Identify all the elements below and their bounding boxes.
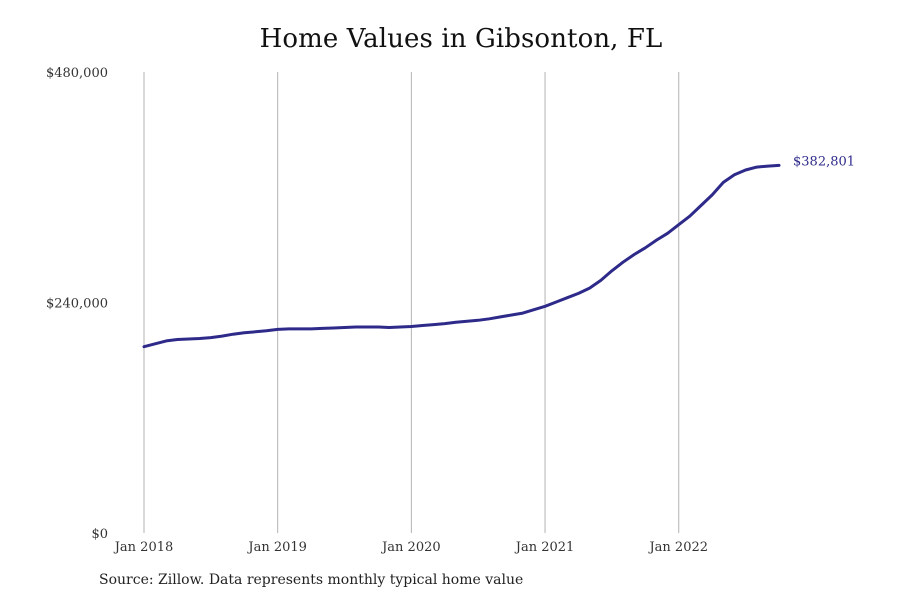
series-line: [142, 163, 781, 349]
x-tick-label: Jan 2021: [514, 540, 575, 555]
chart-title: Home Values in Gibsonton, FL: [259, 24, 663, 54]
x-tick-label: Jan 2019: [246, 540, 307, 555]
y-tick-label: $0: [91, 527, 108, 542]
end-value-label: $382,801: [793, 154, 855, 169]
y-tick-label: $480,000: [46, 66, 108, 81]
x-tick-label: Jan 2022: [647, 540, 708, 555]
x-tick-label: Jan 2020: [380, 540, 441, 555]
source-note: Source: Zillow. Data represents monthly …: [99, 572, 524, 588]
x-tick-label: Jan 2018: [113, 540, 174, 555]
y-tick-label: $240,000: [46, 297, 108, 312]
